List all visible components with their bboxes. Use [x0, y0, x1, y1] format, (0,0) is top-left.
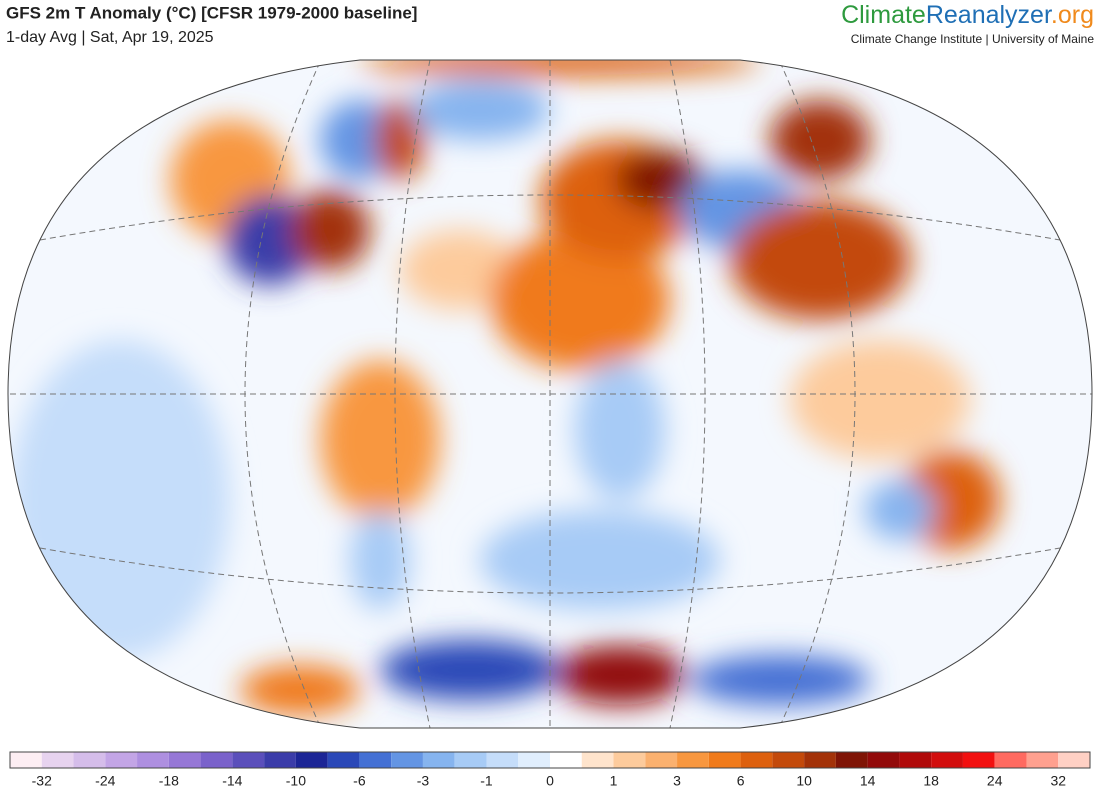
- colorbar-swatch: [645, 752, 678, 768]
- colorbar-tick-label: -1: [480, 773, 493, 789]
- colorbar-swatch: [835, 752, 868, 768]
- colorbar-swatch: [867, 752, 900, 768]
- colorbar-swatch: [899, 752, 932, 768]
- colorbar-tick-label: 3: [673, 773, 681, 789]
- institute: Climate Change Institute | University of…: [851, 32, 1095, 46]
- colorbar-tick-label: -18: [159, 773, 179, 789]
- colorbar-swatch: [200, 752, 233, 768]
- colorbar-tick-label: 0: [546, 773, 554, 789]
- colorbar-tick-label: -24: [95, 773, 115, 789]
- colorbar-swatch: [518, 752, 550, 768]
- colorbar-tick-label: 18: [923, 773, 939, 789]
- brand-part: Reanalyzer: [926, 1, 1052, 29]
- colorbar-swatch: [264, 752, 296, 768]
- colorbar-tick-label: 6: [737, 773, 745, 789]
- colorbar-swatch: [772, 752, 805, 768]
- colorbar-tick-label: -14: [222, 773, 242, 789]
- colorbar-swatch: [327, 752, 360, 768]
- subtitle: 1-day Avg | Sat, Apr 19, 2025: [6, 29, 214, 46]
- colorbar-swatch: [41, 752, 74, 768]
- colorbar-tick-label: -32: [32, 773, 52, 789]
- colorbar-swatch: [391, 752, 423, 768]
- colorbar-swatch: [232, 752, 265, 768]
- colorbar-swatch: [73, 752, 106, 768]
- map-outline: [7, 59, 1093, 729]
- colorbar-tick-label: -10: [286, 773, 306, 789]
- colorbar-swatch: [581, 752, 614, 768]
- colorbar-swatch: [295, 752, 328, 768]
- colorbar-swatch: [708, 752, 741, 768]
- colorbar-swatch: [486, 752, 519, 768]
- colorbar-swatch: [740, 752, 773, 768]
- colorbar-swatch: [359, 752, 392, 768]
- brand-part: .org: [1051, 1, 1094, 29]
- colorbar-swatch: [1058, 752, 1090, 768]
- colorbar-swatch: [994, 752, 1027, 768]
- colorbar-swatch: [550, 752, 582, 768]
- colorbar-swatch: [10, 752, 42, 768]
- colorbar-swatch: [613, 752, 646, 768]
- colorbar-swatch: [962, 752, 995, 768]
- brand: ClimateReanalyzer.org: [841, 1, 1094, 29]
- title: GFS 2m T Anomaly (°C) [CFSR 1979-2000 ba…: [6, 3, 417, 22]
- colorbar-swatch: [105, 752, 138, 768]
- anomaly-map: [8, 60, 1092, 728]
- colorbar-swatch: [677, 752, 709, 768]
- colorbar-swatch: [1026, 752, 1059, 768]
- colorbar-tick-label: 10: [796, 773, 812, 789]
- colorbar: -32 -24 -18 -14 -10 -6 -3 -1 0 1 3 6 10 14 18 24 32: [9, 751, 1091, 789]
- graticule: [8, 60, 1092, 728]
- brand-part: Climate: [841, 1, 926, 29]
- colorbar-tick-label: 1: [610, 773, 618, 789]
- anomaly-field: [10, 60, 1000, 715]
- colorbar-swatch: [804, 752, 836, 768]
- colorbar-swatch: [422, 752, 455, 768]
- colorbar-swatch: [454, 752, 487, 768]
- colorbar-tick-label: 24: [987, 773, 1003, 789]
- colorbar-swatch: [931, 752, 963, 768]
- colorbar-swatch: [168, 752, 201, 768]
- colorbar-swatch: [137, 752, 169, 768]
- colorbar-frame: [9, 751, 1091, 769]
- colorbar-tick-label: -6: [353, 773, 366, 789]
- colorbar-tick-label: 14: [860, 773, 876, 789]
- colorbar-tick-label: 32: [1050, 773, 1066, 789]
- colorbar-tick-label: -3: [417, 773, 430, 789]
